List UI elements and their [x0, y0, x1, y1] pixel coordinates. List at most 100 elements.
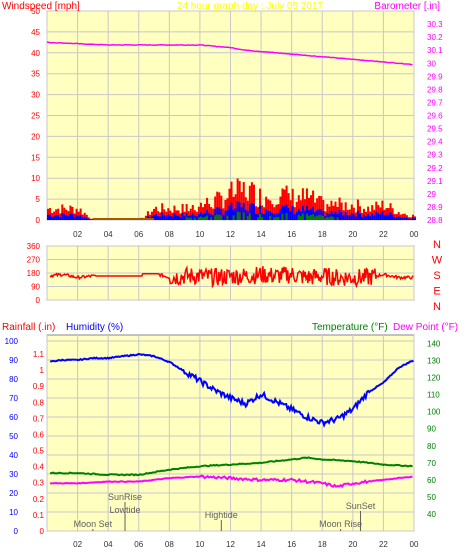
- wind-bar-mid: [57, 214, 60, 220]
- wind-bar: [414, 216, 417, 220]
- y-tick-label: 1: [40, 366, 45, 375]
- wind-bar-low: [316, 215, 319, 220]
- wind-bar-mid: [85, 217, 88, 220]
- wind-bar: [57, 208, 60, 220]
- y-tick-label: 90: [31, 283, 40, 292]
- wind-bar-low: [332, 217, 335, 220]
- x-tick-label: 20: [348, 540, 357, 549]
- wind-bar: [391, 208, 394, 220]
- wind-bar-low: [307, 215, 311, 220]
- wind-bar: [389, 203, 392, 220]
- wind-bar-low: [187, 218, 190, 220]
- wind-bar: [53, 211, 56, 220]
- wind-bar-mid: [344, 212, 347, 220]
- x-tick-label: 04: [104, 540, 113, 549]
- wind-bar-mid: [203, 212, 207, 220]
- wind-bar: [354, 212, 357, 220]
- annotation-label: Moon Rise: [319, 519, 362, 529]
- wind-bar: [171, 212, 174, 220]
- x-tick-label: 08: [165, 540, 174, 549]
- wind-bar-mid: [356, 210, 359, 220]
- wind-bar: [216, 191, 219, 220]
- wind-bar: [377, 205, 380, 220]
- wind-bar-mid: [81, 217, 84, 220]
- panel1-right-axis: 28.8 28.9 29 29.1 29.2 29.3 29.4 29.5 29.6 29.7 29…: [427, 20, 443, 225]
- panel2-left-axis: 0 90 180 270 360: [27, 242, 41, 305]
- wind-bar: [183, 211, 186, 220]
- wind-bar: [401, 213, 404, 220]
- y-tick-label: 35: [31, 70, 40, 79]
- y-tick-label: 0: [36, 216, 41, 225]
- wind-bar-mid: [275, 213, 278, 220]
- wind-bar: [89, 218, 92, 220]
- wind-bar-low: [297, 215, 300, 220]
- wind-bar-low: [203, 216, 207, 220]
- wind-bar-low: [259, 213, 262, 220]
- x-tick-label: 06: [134, 230, 143, 239]
- wind-bar-mid: [206, 210, 209, 220]
- x-tick-label: 22: [379, 540, 388, 549]
- wind-direction-line: [49, 265, 414, 289]
- wind-bar-mid: [318, 209, 321, 220]
- wind-bar-mid: [179, 217, 182, 220]
- wind-bar: [297, 195, 300, 220]
- wind-bar-mid: [385, 214, 388, 220]
- wind-bar-mid: [71, 214, 74, 220]
- wind-bar-mid: [305, 205, 308, 220]
- y-tick-label: 0.2: [33, 495, 45, 504]
- wind-bar-low: [199, 216, 202, 220]
- wind-bar-mid: [69, 213, 72, 220]
- y-tick-label: 29.6: [427, 112, 443, 121]
- wind-bar-mid: [324, 216, 327, 220]
- wind-bar-mid: [373, 215, 376, 220]
- wind-bar: [336, 206, 339, 220]
- wind-bar: [47, 208, 50, 220]
- wind-bar-mid: [79, 214, 82, 220]
- y-tick-label: 0.8: [33, 398, 45, 407]
- wind-bar-mid: [177, 215, 180, 220]
- x-tick-label: 06: [134, 540, 143, 549]
- wind-bar-low: [299, 216, 302, 220]
- rainfall-label: Rainfall (.in): [2, 322, 55, 333]
- wind-bar: [346, 209, 349, 220]
- wind-bar-low: [281, 213, 284, 220]
- wind-bar-mid: [53, 216, 56, 220]
- wind-bar-mid: [414, 218, 417, 220]
- compass-label: E: [433, 286, 440, 298]
- wind-bar-mid: [246, 211, 249, 220]
- wind-bar: [51, 213, 54, 220]
- wind-bar: [220, 195, 223, 220]
- y-tick-label: 50: [9, 432, 18, 441]
- wind-bar-mid: [157, 216, 160, 220]
- wind-bar-mid: [348, 215, 351, 220]
- wind-bar: [81, 214, 84, 220]
- y-tick-label: 90: [427, 425, 436, 434]
- x-tick-label: 14: [257, 540, 266, 549]
- wind-bar: [218, 192, 221, 220]
- wind-bar-mid: [411, 217, 414, 220]
- temperature-label: Temperature (°F): [312, 322, 388, 333]
- wind-bar: [254, 206, 258, 220]
- wind-bar: [155, 206, 158, 220]
- wind-bar: [71, 206, 74, 220]
- y-tick-label: 60: [9, 413, 18, 422]
- wind-bar-mid: [153, 215, 156, 220]
- y-tick-label: 30: [427, 59, 436, 68]
- wind-bar-mid: [199, 212, 202, 220]
- wind-bar-mid: [248, 204, 251, 220]
- wind-bar: [379, 207, 382, 220]
- wind-bar-low: [236, 211, 239, 220]
- wind-bar-mid: [297, 208, 300, 220]
- wind-bar-low: [326, 216, 329, 220]
- wind-bar-mid: [267, 210, 270, 220]
- y-tick-label: 28.8: [427, 216, 443, 225]
- wind-bar-mid: [303, 210, 306, 220]
- wind-bar: [222, 208, 225, 220]
- wind-bar-mid: [169, 215, 172, 220]
- wind-bar-mid: [61, 212, 64, 220]
- wind-bar: [257, 207, 260, 220]
- wind-bar: [193, 210, 196, 220]
- wind-bar-mid: [307, 210, 311, 220]
- wind-bar: [59, 213, 62, 220]
- wind-bar-mid: [399, 217, 402, 220]
